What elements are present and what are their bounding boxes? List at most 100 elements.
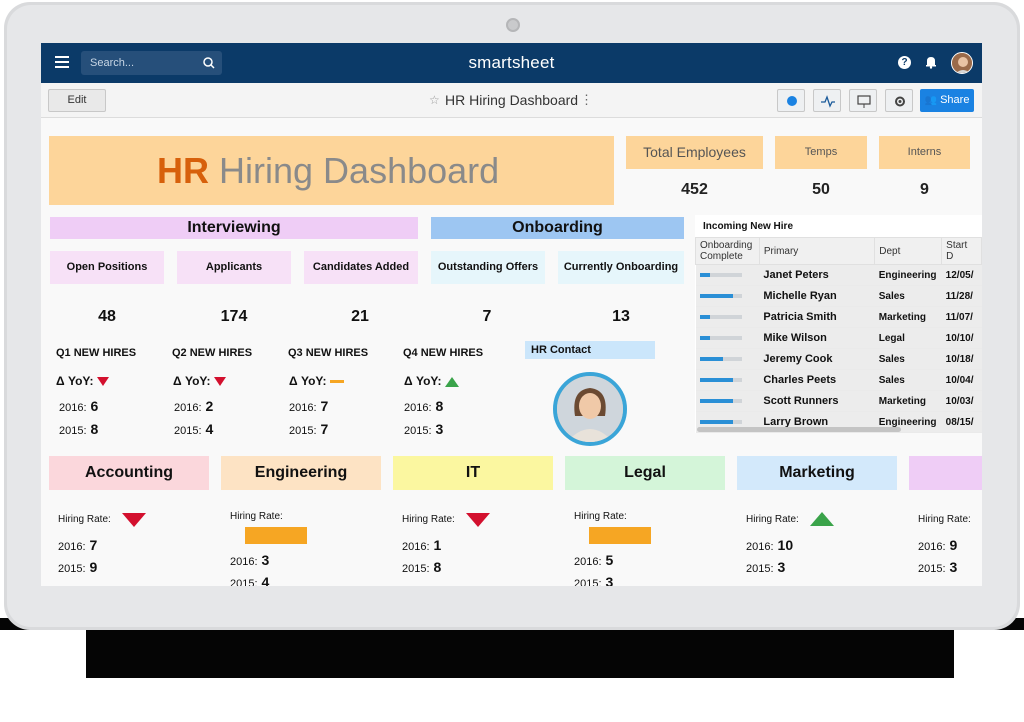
table-row[interactable]: Scott Runners Marketing 10/03/	[695, 390, 982, 412]
stat-label: Temps	[804, 146, 838, 158]
hire-start[interactable]: 11/07/	[941, 306, 982, 328]
more-options-icon[interactable]: ⋮	[580, 92, 593, 107]
table-row[interactable]: Jeremy Cook Sales 10/18/	[695, 348, 982, 370]
stat-value-interns: 9	[920, 181, 929, 198]
hire-start[interactable]: 11/28/	[941, 285, 982, 307]
edit-button[interactable]: Edit	[48, 89, 106, 112]
hr-contact-photo[interactable]	[553, 372, 627, 446]
year-label: 2016:	[174, 402, 202, 414]
department-header: IT	[393, 456, 553, 490]
screen: Search... smartsheet ? Edit ☆ HR Hiring …	[41, 43, 982, 586]
year-value: 8	[90, 421, 99, 437]
trend-flat-icon	[245, 527, 307, 544]
hire-dept[interactable]: Sales	[874, 369, 942, 391]
hr-contact-label: HR Contact	[525, 341, 655, 359]
hire-name[interactable]: Jeremy Cook	[759, 348, 875, 370]
table-row[interactable]: Michelle Ryan Sales 11/28/	[695, 285, 982, 307]
activity-icon[interactable]	[813, 89, 841, 112]
hire-dept[interactable]: Sales	[874, 285, 942, 307]
year-value: 4	[205, 421, 214, 437]
year-value: 7	[320, 398, 329, 414]
department-header: S	[909, 456, 982, 490]
avatar[interactable]	[951, 52, 973, 74]
hire-start[interactable]: 10/04/	[941, 369, 982, 391]
hire-dept[interactable]: Marketing	[874, 390, 942, 412]
table-row[interactable]: Charles Peets Sales 10/04/	[695, 369, 982, 391]
year-label: 2015:	[404, 425, 432, 437]
settings-icon[interactable]	[885, 89, 913, 112]
hire-dept[interactable]: Marketing	[874, 306, 942, 328]
stat-label: Interns	[907, 146, 942, 158]
table-row[interactable]: Janet Peters Engineering 12/05/	[695, 264, 982, 286]
horizontal-scrollbar[interactable]	[697, 427, 901, 432]
hire-start[interactable]: 08/15/	[941, 411, 982, 433]
hire-dept[interactable]: Sales	[874, 348, 942, 370]
year-value: 5	[605, 552, 614, 568]
department-header: Legal	[565, 456, 725, 490]
bell-icon[interactable]	[924, 55, 938, 69]
menu-icon[interactable]	[55, 56, 69, 68]
department-header: Accounting	[49, 456, 209, 490]
year-value: 6	[90, 398, 99, 414]
dept-2016: 2016: 3	[230, 552, 269, 568]
q4-2015: 2015: 3	[404, 421, 443, 437]
brand-logo: smartsheet	[468, 53, 555, 72]
hire-name[interactable]: Michelle Ryan	[759, 285, 875, 307]
hire-dept[interactable]: Legal	[874, 327, 942, 349]
present-icon[interactable]	[849, 89, 877, 112]
onboarding-progress	[695, 264, 760, 286]
hire-name[interactable]: Scott Runners	[759, 390, 875, 412]
dept-2016: 2016: 9	[918, 537, 957, 553]
progress-bar	[699, 420, 742, 424]
yoy-label: Δ YoY:	[173, 374, 211, 388]
search-input[interactable]: Search...	[81, 51, 222, 75]
stat-label: Total Employees	[643, 144, 746, 160]
metric-value-candidates-added: 21	[351, 308, 369, 325]
sheet-title: HR Hiring Dashboard	[445, 92, 579, 108]
hiring-rate-label: Hiring Rate:	[574, 511, 627, 522]
trend-down-icon	[122, 513, 146, 527]
year-label: 2015:	[174, 425, 202, 437]
year-value: 9	[89, 559, 98, 575]
share-button[interactable]: 👥 Share	[920, 89, 974, 112]
year-value: 3	[949, 559, 958, 575]
year-label: 2015:	[59, 425, 87, 437]
column-header[interactable]: Dept	[874, 237, 943, 265]
hire-name[interactable]: Patricia Smith	[759, 306, 875, 328]
year-value: 1	[433, 537, 442, 553]
hire-start[interactable]: 10/18/	[941, 348, 982, 370]
hire-start[interactable]: 10/03/	[941, 390, 982, 412]
hire-name[interactable]: Mike Wilson	[759, 327, 875, 349]
q3-heading: Q3 NEW HIRES	[288, 347, 369, 359]
department-header: Marketing	[737, 456, 897, 490]
column-header[interactable]: Primary	[758, 237, 876, 265]
help-icon[interactable]: ?	[898, 56, 911, 69]
column-header[interactable]: Start D	[941, 237, 982, 265]
hire-name[interactable]: Charles Peets	[759, 369, 875, 391]
hire-start[interactable]: 10/10/	[941, 327, 982, 349]
hire-dept[interactable]: Engineering	[874, 264, 942, 286]
q4-2016: 2016: 8	[404, 398, 443, 414]
star-icon[interactable]: ☆	[429, 93, 440, 107]
column-header[interactable]: Onboarding Complete	[695, 237, 760, 265]
table-row[interactable]: Mike Wilson Legal 10/10/	[695, 327, 982, 349]
dept-2016: 2016: 5	[574, 552, 613, 568]
dept-2015: 2015: 9	[58, 559, 97, 575]
q1-heading: Q1 NEW HIRES	[56, 347, 137, 359]
incoming-title: Incoming New Hire	[703, 221, 794, 232]
metric-value-outstanding-offers: 7	[482, 308, 492, 325]
dept-2015: 2015: 3	[918, 559, 957, 575]
year-label: 2016:	[230, 556, 258, 568]
trend-down-icon	[96, 377, 109, 387]
year-value: 4	[261, 574, 270, 586]
hire-start[interactable]: 12/05/	[941, 264, 982, 286]
hire-name[interactable]: Janet Peters	[759, 264, 875, 286]
progress-bar	[699, 357, 742, 361]
publish-icon[interactable]	[777, 89, 805, 112]
year-label: 2015:	[58, 563, 86, 575]
year-label: 2015:	[918, 563, 946, 575]
table-row[interactable]: Patricia Smith Marketing 11/07/	[695, 306, 982, 328]
dept-2016: 2016: 10	[746, 537, 793, 553]
year-value: 7	[320, 421, 329, 437]
progress-bar	[699, 336, 742, 340]
